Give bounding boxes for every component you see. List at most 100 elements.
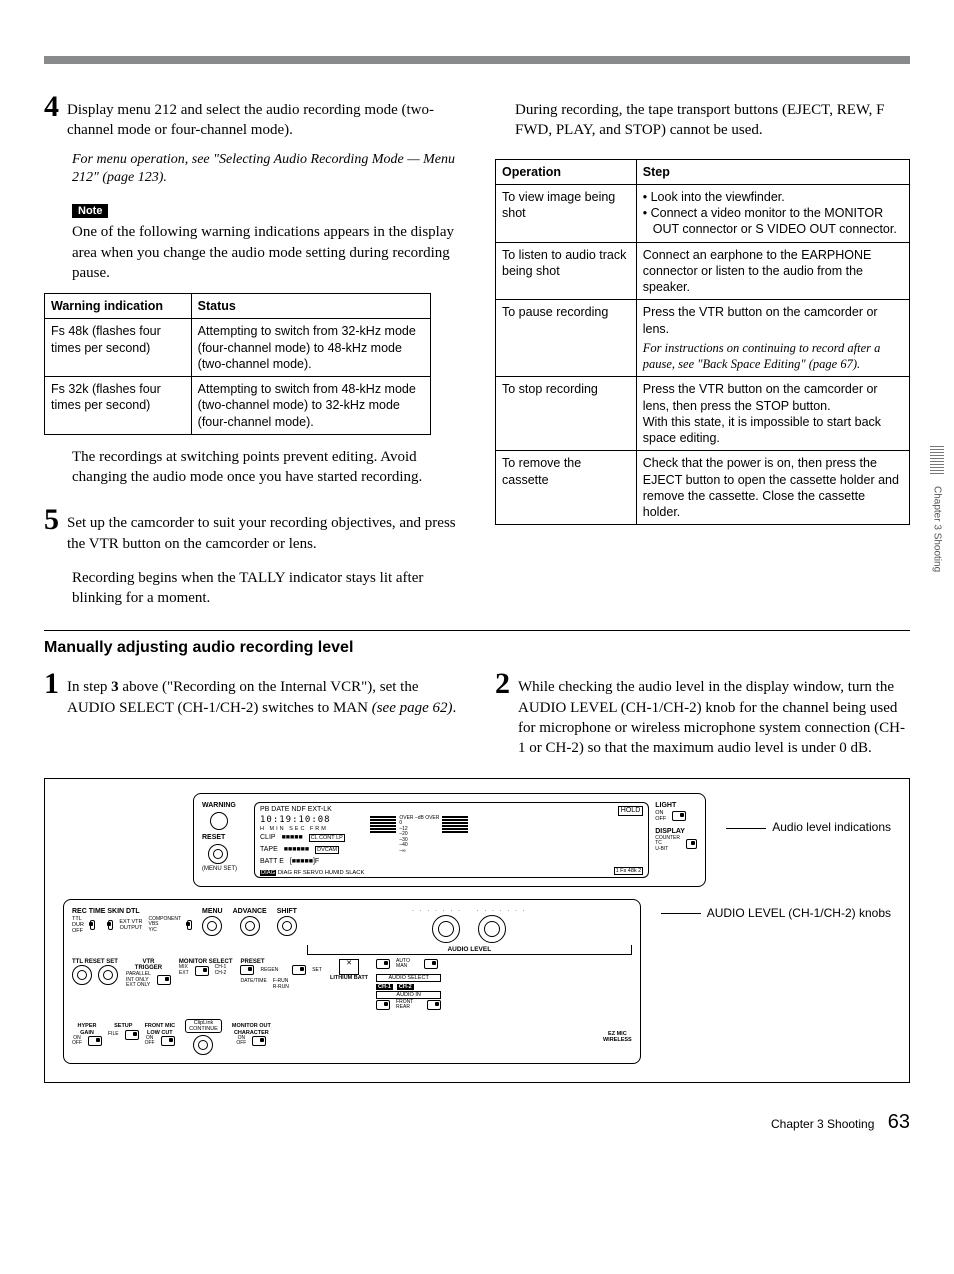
light-label: LIGHT xyxy=(655,802,697,810)
callout-audio-level-knobs: AUDIO LEVEL (CH-1/CH-2) knobs xyxy=(707,906,891,920)
step-1-text: In step 3 above ("Recording on the Inter… xyxy=(67,669,459,718)
rectime-label: REC TIME SKIN DTL xyxy=(72,908,140,916)
switch-icon xyxy=(376,959,390,969)
display-panel: WARNING RESET (MENU SET) PB DATE NDF EXT… xyxy=(193,793,706,887)
switch-icon xyxy=(88,1036,102,1046)
table-row: Fs 48k (flashes four times per second) A… xyxy=(45,319,431,377)
status-cell: Attempting to switch from 32-kHz mode (f… xyxy=(191,319,430,377)
control-panel-diagram: WARNING RESET (MENU SET) PB DATE NDF EXT… xyxy=(44,778,910,1083)
manual-right: 2 While checking the audio level in the … xyxy=(495,669,910,762)
switch-icon xyxy=(125,1030,139,1040)
advance-knob-icon xyxy=(240,916,260,936)
op-cell: To pause recording xyxy=(496,300,637,377)
audio-select-label: AUDIO SELECT xyxy=(376,974,441,982)
callout-audio-indications: Audio level indications xyxy=(772,820,891,834)
step-line: • Connect a video monitor to the MONITOR… xyxy=(643,205,903,238)
step-2-text: While checking the audio level in the di… xyxy=(518,669,910,758)
op-cell: To remove the cassette xyxy=(496,451,637,525)
switch-icon xyxy=(108,920,113,930)
step-line: Press the VTR button on the camcorder or… xyxy=(643,381,903,414)
switch-icon xyxy=(161,1036,175,1046)
audio-level-label: AUDIO LEVEL xyxy=(307,945,632,955)
step-4: 4 Display menu 212 and select the audio … xyxy=(44,92,459,141)
lithium-label: LITHIUM BATT xyxy=(330,975,368,981)
status-cell: Attempting to switch from 48-kHz mode (t… xyxy=(191,377,430,435)
step-5-number: 5 xyxy=(44,505,59,535)
step-cell: • Look into the viewfinder. • Connect a … xyxy=(636,184,909,242)
switch-icon xyxy=(252,1036,266,1046)
shift-label: SHIFT xyxy=(277,908,297,916)
cliplink-knob-icon xyxy=(193,1035,213,1055)
table-row: Fs 32k (flashes four times per second) A… xyxy=(45,377,431,435)
reset-label: RESET xyxy=(202,834,248,842)
level-meter-icon xyxy=(370,816,396,855)
step-4-number: 4 xyxy=(44,92,59,122)
meter-scale: OVER –dB OVER 0 –12 –20 –30 –40 –∞ xyxy=(399,816,439,855)
step-4-menu-ref: For menu operation, see "Selecting Audio… xyxy=(72,151,459,189)
audio-level-knob-ch1-icon xyxy=(432,915,460,943)
tape-label: TAPE xyxy=(260,846,278,854)
audio-level-knob-ch2-icon xyxy=(478,915,506,943)
warning-table-h1: Warning indication xyxy=(45,294,192,319)
note-body: One of the following warning indications… xyxy=(72,222,459,283)
page-footer: Chapter 3 Shooting 63 xyxy=(44,1111,910,1134)
shift-knob-icon xyxy=(277,916,297,936)
menu-knob-icon xyxy=(202,916,222,936)
reset-knob-icon xyxy=(208,844,228,864)
switch-icon xyxy=(427,1000,441,1010)
menu-set-label: (MENU SET) xyxy=(202,866,248,873)
step-line: With this state, it is impossible to sta… xyxy=(643,414,903,447)
switch-icon xyxy=(195,966,209,976)
step-5: 5 Set up the camcorder to suit your reco… xyxy=(44,505,459,554)
warning-label: WARNING xyxy=(202,802,248,810)
footer-chapter: Chapter 3 Shooting xyxy=(771,1117,874,1131)
warning-cell: Fs 32k (flashes four times per second) xyxy=(45,377,192,435)
right-intro: During recording, the tape transport but… xyxy=(515,100,910,141)
cliplink-label: ClipLink CONTINUE xyxy=(185,1019,222,1033)
switch-icon xyxy=(90,920,95,930)
callout-top: Audio level indications xyxy=(726,793,891,836)
hold-label: HOLD xyxy=(618,806,643,816)
front-mic-label: FRONT MIC LOW CUT xyxy=(145,1023,176,1035)
warning-table: Warning indication Status Fs 48k (flashe… xyxy=(44,293,431,435)
page-body: Chapter 3 Shooting 4 Display menu 212 an… xyxy=(0,64,954,1152)
right-column: During recording, the tape transport but… xyxy=(495,92,910,608)
step-line: • Look into the viewfinder. xyxy=(643,189,903,205)
batt-label: BATT E xyxy=(260,858,284,866)
switch-icon xyxy=(157,975,171,985)
step-1-number: 1 xyxy=(44,669,59,699)
op-cell: To listen to audio track being shot xyxy=(496,242,637,300)
hyper-gain-label: HYPER GAIN xyxy=(72,1023,102,1035)
table-row: To listen to audio track being shot Conn… xyxy=(496,242,910,300)
switch-icon xyxy=(240,965,254,975)
ch-fs-label: 1 Fs 48k 2 xyxy=(614,867,644,875)
step-cell: Connect an earphone to the EARPHONE conn… xyxy=(636,242,909,300)
step-5-text: Set up the camcorder to suit your record… xyxy=(67,505,459,554)
table-row: To remove the cassette Check that the po… xyxy=(496,451,910,525)
op-table-h1: Operation xyxy=(496,159,637,184)
step-cell: Press the VTR button on the camcorder or… xyxy=(636,300,909,377)
op-cell: To view image being shot xyxy=(496,184,637,242)
table-row: To stop recording Press the VTR button o… xyxy=(496,377,910,451)
side-chapter-label: Chapter 3 Shooting xyxy=(932,486,943,572)
switch-icon xyxy=(187,920,192,930)
knob-icon xyxy=(98,965,118,985)
advance-label: ADVANCE xyxy=(233,908,267,916)
menu-label: MENU xyxy=(202,908,223,916)
knob-icon xyxy=(72,965,92,985)
section-divider xyxy=(44,630,910,631)
display-switch-icon xyxy=(686,839,697,849)
op-table-h2: Step xyxy=(636,159,909,184)
operation-table: Operation Step To view image being shot … xyxy=(495,159,910,526)
note-badge: Note xyxy=(72,204,108,218)
warning-led-icon xyxy=(210,812,228,830)
level-meter-icon xyxy=(442,816,468,855)
left-column: 4 Display menu 212 and select the audio … xyxy=(44,92,459,608)
footer-page-number: 63 xyxy=(888,1111,910,1133)
op-cell: To stop recording xyxy=(496,377,637,451)
preset-label: PRESET xyxy=(240,959,321,966)
side-hatch-icon xyxy=(930,444,944,476)
lithium-batt-icon: ✕ xyxy=(339,959,359,975)
ezmic-label: EZ MIC WIRELESS xyxy=(603,1031,632,1043)
manual-left: 1 In step 3 above ("Recording on the Int… xyxy=(44,669,459,762)
